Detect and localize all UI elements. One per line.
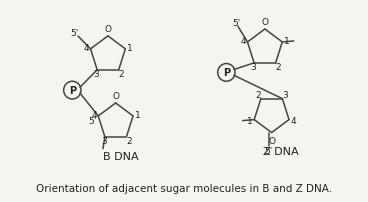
Text: 1: 1 — [247, 117, 252, 125]
Text: 5': 5' — [70, 28, 78, 37]
Text: 5': 5' — [232, 19, 240, 28]
Text: 2: 2 — [276, 63, 281, 72]
Text: O: O — [112, 92, 119, 101]
Text: 3: 3 — [250, 63, 256, 72]
Text: P: P — [223, 68, 230, 78]
Text: 1: 1 — [284, 37, 290, 46]
Text: 4: 4 — [84, 44, 89, 53]
Text: 1: 1 — [127, 44, 133, 53]
Text: Z DNA: Z DNA — [263, 147, 299, 157]
Text: 1: 1 — [135, 111, 141, 120]
Text: 3: 3 — [282, 91, 288, 100]
Text: O: O — [261, 18, 268, 27]
Text: O: O — [105, 25, 112, 34]
Text: O: O — [268, 136, 275, 145]
Text: 4: 4 — [92, 111, 97, 120]
Text: P: P — [69, 86, 76, 96]
Text: 5': 5' — [265, 146, 273, 155]
Text: 4: 4 — [291, 117, 297, 125]
Text: 2: 2 — [119, 70, 124, 79]
Text: B DNA: B DNA — [103, 152, 138, 161]
Text: 2: 2 — [127, 137, 132, 146]
Text: 4: 4 — [241, 37, 247, 46]
Text: 3: 3 — [93, 70, 99, 79]
Text: 2: 2 — [255, 91, 261, 100]
Text: 3: 3 — [101, 137, 107, 146]
Text: Orientation of adjacent sugar molecules in B and Z DNA.: Orientation of adjacent sugar molecules … — [36, 183, 332, 193]
Text: 5': 5' — [88, 117, 96, 126]
